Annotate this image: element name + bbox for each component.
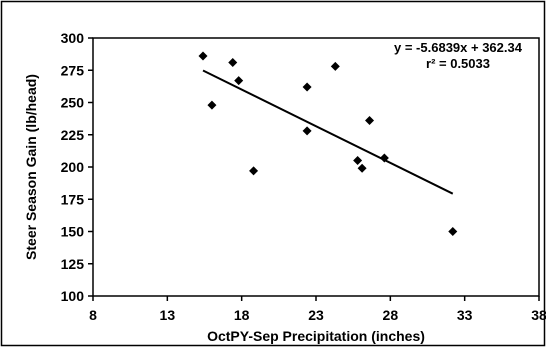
x-tick-label: 23	[308, 307, 324, 323]
data-point	[379, 153, 389, 163]
data-point	[357, 163, 367, 173]
x-tick-label: 38	[531, 307, 546, 323]
x-tick-label: 8	[89, 307, 97, 323]
y-tick-label: 100	[61, 288, 85, 304]
data-point	[234, 76, 244, 86]
y-tick-label: 175	[61, 191, 85, 207]
data-point	[302, 126, 312, 136]
y-axis-label: Steer Season Gain (lb/head)	[23, 74, 39, 260]
data-point	[249, 166, 259, 176]
y-tick-label: 225	[61, 127, 85, 143]
y-tick-label: 275	[61, 62, 85, 78]
y-tick-label: 250	[61, 95, 85, 111]
x-tick-label: 28	[383, 307, 399, 323]
y-tick-label: 150	[61, 224, 85, 240]
data-point	[365, 116, 375, 126]
data-point	[330, 61, 340, 71]
y-tick-label: 125	[61, 256, 85, 272]
x-tick-label: 18	[234, 307, 250, 323]
data-point	[353, 156, 363, 166]
data-point	[198, 51, 208, 61]
x-tick-label: 13	[160, 307, 176, 323]
data-point	[302, 82, 312, 92]
x-tick-label: 33	[457, 307, 473, 323]
data-points	[198, 51, 458, 236]
data-point	[207, 100, 217, 110]
trendline	[202, 69, 454, 195]
y-axis-ticks: 100 125 150 175 200 225 250 275 300	[61, 30, 93, 304]
x-axis-label: OctPY-Sep Precipitation (inches)	[207, 328, 425, 344]
x-axis-ticks: 8 13 18 23 28 33 38	[89, 296, 546, 323]
y-tick-label: 300	[61, 30, 85, 46]
y-tick-label: 200	[61, 159, 85, 175]
data-point	[448, 227, 458, 236]
trendline-equation: y = -5.6839x + 362.34	[394, 40, 523, 55]
data-point	[228, 58, 238, 68]
r-squared: r² = 0.5033	[426, 56, 490, 71]
